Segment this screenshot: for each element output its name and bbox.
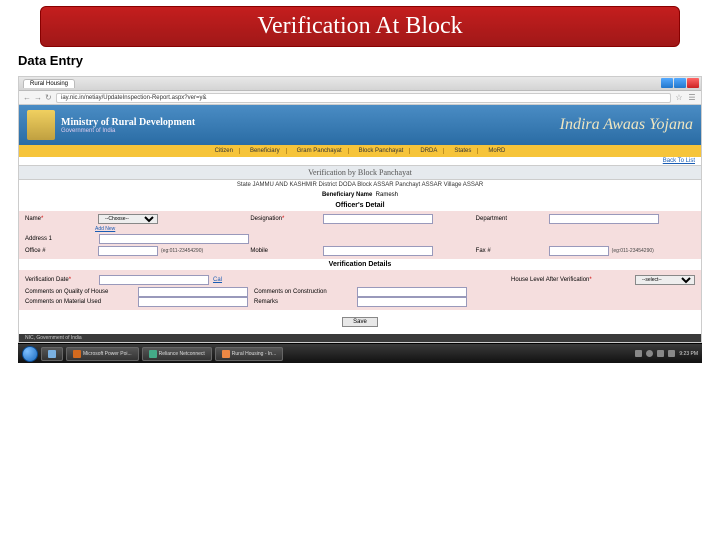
reload-icon[interactable]: ↻ (45, 94, 53, 102)
quality-input[interactable] (138, 287, 248, 297)
house-level-select[interactable]: --select-- (635, 275, 695, 285)
tray-icon[interactable] (646, 350, 653, 357)
nav-gram-panchayat[interactable]: Gram Panchayat (291, 148, 349, 154)
office-hint: (eg:011-23454290) (161, 248, 203, 254)
beneficiary-label: Beneficiary Name (322, 192, 372, 198)
beneficiary-row: Beneficiary Name Ramesh (19, 190, 701, 200)
wrench-icon[interactable]: ☰ (687, 93, 697, 102)
office-input[interactable] (98, 246, 158, 256)
verification-form: Verification Date* Cal House Level After… (19, 270, 701, 310)
site-footer: NIC, Government of India (19, 334, 701, 342)
add-new-link[interactable]: Add New (95, 226, 115, 232)
verif-date-input[interactable] (99, 275, 209, 285)
verif-date-label: Verification Date* (25, 277, 95, 283)
task-explorer[interactable] (41, 347, 63, 361)
address-bar: ← → ↻ iay.nic.in/netiay/UpdateInspection… (19, 91, 701, 105)
nav-beneficiary[interactable]: Beneficiary (244, 148, 287, 154)
browser-tab[interactable]: Rural Housing (23, 79, 75, 88)
office-label: Office # (25, 248, 95, 254)
name-select[interactable]: --Choose-- (98, 214, 158, 224)
officer-form: Name* --Choose-- Designation* Department… (19, 211, 701, 259)
ministry-name: Ministry of Rural Development (61, 117, 195, 128)
close-button[interactable] (687, 78, 699, 88)
star-icon[interactable]: ☆ (674, 93, 684, 102)
section-label: Data Entry (18, 53, 702, 68)
clock[interactable]: 9:23 PM (679, 351, 698, 357)
top-nav: Citizen Beneficiary Gram Panchayat Block… (19, 145, 701, 157)
chrome-icon (222, 350, 230, 358)
mobile-input[interactable] (323, 246, 433, 256)
powerpoint-icon (73, 350, 81, 358)
nav-drda[interactable]: DRDA (414, 148, 444, 154)
save-row: Save (19, 310, 701, 334)
verification-heading: Verification Details (19, 259, 701, 270)
maximize-button[interactable] (674, 78, 686, 88)
house-level-label: House Level After Verification* (511, 277, 631, 283)
address1-input[interactable] (99, 234, 249, 244)
designation-input[interactable] (323, 214, 433, 224)
remarks-label: Remarks (254, 299, 354, 305)
material-input[interactable] (138, 297, 248, 307)
system-tray: 9:23 PM (635, 350, 698, 357)
fax-label: Fax # (476, 248, 546, 254)
fax-input[interactable] (549, 246, 609, 256)
nav-states[interactable]: States (448, 148, 478, 154)
forward-icon[interactable]: → (34, 94, 42, 102)
browser-tabbar: Rural Housing (19, 77, 701, 91)
slide-title: Verification At Block (40, 6, 680, 47)
tray-icon[interactable] (657, 350, 664, 357)
calendar-link[interactable]: Cal (213, 277, 222, 283)
task-browser[interactable]: Rural Housing - In... (215, 347, 283, 361)
minimize-button[interactable] (661, 78, 673, 88)
quality-label: Comments on Quality of House (25, 289, 135, 295)
designation-label: Designation* (250, 216, 320, 222)
beneficiary-value: Ramesh (376, 192, 398, 198)
browser-window: Rural Housing ← → ↻ iay.nic.in/netiay/Up… (18, 76, 702, 343)
address1-label: Address 1 (25, 236, 95, 242)
task-netconnect[interactable]: Reliance Netconnect (142, 347, 212, 361)
url-field[interactable]: iay.nic.in/netiay/UpdateInspection-Repor… (56, 93, 671, 103)
nav-citizen[interactable]: Citizen (209, 148, 240, 154)
site-banner: Ministry of Rural Development Government… (19, 105, 701, 145)
officers-heading: Officer's Detail (19, 200, 701, 211)
backlink-row: Back To List (19, 157, 701, 165)
nav-block-panchayat[interactable]: Block Panchayat (353, 148, 411, 154)
back-to-list-link[interactable]: Back To List (663, 158, 695, 164)
material-label: Comments on Material Used (25, 299, 135, 305)
mobile-label: Mobile (250, 248, 320, 254)
back-icon[interactable]: ← (23, 94, 31, 102)
start-button[interactable] (22, 346, 38, 362)
save-button[interactable]: Save (342, 317, 378, 327)
construction-label: Comments on Construction (254, 289, 354, 295)
tray-icon[interactable] (635, 350, 642, 357)
nav-mord[interactable]: MoRD (482, 148, 511, 154)
context-row: State JAMMU AND KASHMIR District DODA Bl… (19, 180, 701, 190)
scheme-name: Indira Awaas Yojana (560, 116, 693, 134)
department-input[interactable] (549, 214, 659, 224)
construction-input[interactable] (357, 287, 467, 297)
windows-taskbar: Microsoft Power Poi... Reliance Netconne… (18, 343, 702, 363)
task-powerpoint[interactable]: Microsoft Power Poi... (66, 347, 139, 361)
ministry-sub: Government of India (61, 128, 195, 134)
department-label: Department (476, 216, 546, 222)
folder-icon (48, 350, 56, 358)
fax-hint: (eg:011-23454290) (612, 248, 654, 254)
volume-icon[interactable] (668, 350, 675, 357)
name-label: Name* (25, 216, 95, 222)
emblem-icon (27, 110, 55, 140)
network-icon (149, 350, 157, 358)
remarks-input[interactable] (357, 297, 467, 307)
page-heading: Verification by Block Panchayat (19, 165, 701, 180)
